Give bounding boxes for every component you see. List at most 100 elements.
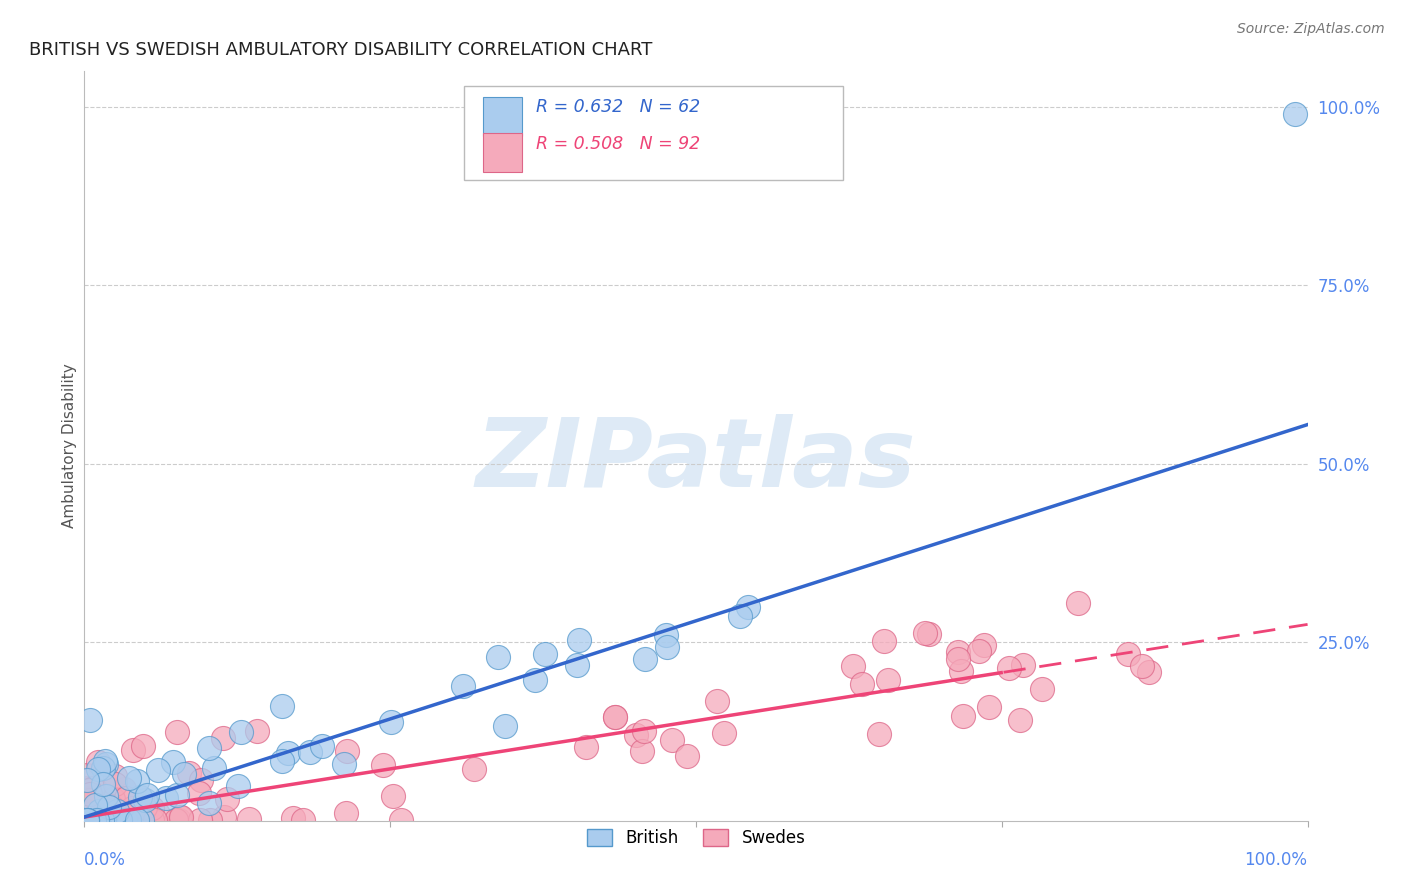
Point	[676, 748, 699, 763]
Point	[281, 811, 304, 825]
Point	[291, 813, 314, 827]
Point	[851, 676, 873, 690]
Point	[167, 813, 190, 827]
Text: 0.0%: 0.0%	[84, 851, 127, 869]
Point	[93, 813, 115, 827]
Point	[105, 804, 128, 818]
Point	[98, 799, 121, 814]
Point	[91, 762, 114, 776]
Point	[1067, 596, 1090, 610]
Point	[146, 763, 169, 777]
Point	[382, 789, 405, 804]
Point	[134, 792, 156, 806]
Point	[166, 724, 188, 739]
Point	[135, 788, 157, 802]
Point	[87, 789, 110, 803]
Point	[1008, 713, 1031, 727]
Point	[94, 754, 117, 768]
Point	[101, 803, 124, 817]
Point	[946, 645, 969, 659]
Point	[952, 709, 974, 723]
Point	[101, 801, 124, 815]
Text: R = 0.632   N = 62: R = 0.632 N = 62	[536, 97, 700, 116]
Point	[631, 744, 654, 758]
Point	[86, 799, 108, 814]
Point	[973, 638, 995, 652]
Point	[533, 647, 555, 661]
Text: BRITISH VS SWEDISH AMBULATORY DISABILITY CORRELATION CHART: BRITISH VS SWEDISH AMBULATORY DISABILITY…	[30, 41, 652, 59]
Point	[997, 660, 1019, 674]
Point	[1116, 647, 1139, 661]
Point	[277, 747, 299, 761]
Point	[79, 813, 101, 827]
Point	[143, 813, 166, 827]
Point	[83, 813, 105, 827]
Point	[101, 791, 124, 805]
Point	[605, 710, 627, 724]
Point	[177, 766, 200, 780]
Text: Source: ZipAtlas.com: Source: ZipAtlas.com	[1237, 22, 1385, 37]
Point	[217, 791, 239, 805]
Point	[198, 741, 221, 756]
Point	[170, 810, 193, 824]
Point	[173, 767, 195, 781]
Point	[141, 813, 163, 827]
Point	[166, 788, 188, 802]
Point	[950, 664, 973, 678]
Point	[107, 807, 129, 822]
Point	[114, 813, 136, 827]
Text: 100.0%: 100.0%	[1244, 851, 1308, 869]
Point	[118, 813, 141, 827]
Point	[121, 801, 143, 815]
Point	[104, 769, 127, 783]
Point	[202, 761, 225, 775]
Point	[246, 723, 269, 738]
Point	[83, 813, 105, 827]
Point	[122, 813, 145, 827]
Point	[728, 609, 751, 624]
Point	[212, 810, 235, 824]
Point	[634, 652, 657, 666]
Point	[104, 777, 127, 791]
Point	[603, 710, 626, 724]
Point	[946, 651, 969, 665]
Point	[118, 771, 141, 785]
Point	[127, 813, 149, 827]
Point	[624, 728, 647, 742]
Point	[112, 781, 135, 796]
Point	[125, 773, 148, 788]
Point	[87, 762, 110, 776]
Point	[187, 786, 209, 800]
Point	[655, 628, 678, 642]
Point	[93, 813, 115, 827]
Point	[868, 726, 890, 740]
Point	[633, 724, 655, 739]
Point	[86, 813, 108, 827]
Point	[311, 739, 333, 754]
Point	[131, 813, 153, 827]
Point	[94, 789, 117, 803]
Point	[1284, 107, 1306, 121]
Point	[84, 798, 107, 813]
Point	[146, 806, 169, 821]
Point	[494, 719, 516, 733]
Point	[451, 679, 474, 693]
Point	[190, 773, 212, 788]
Text: ZIPatlas: ZIPatlas	[475, 415, 917, 508]
Point	[86, 813, 108, 827]
FancyBboxPatch shape	[484, 97, 522, 136]
Point	[841, 659, 863, 673]
Point	[299, 745, 322, 759]
Point	[1137, 665, 1160, 680]
FancyBboxPatch shape	[484, 133, 522, 172]
Point	[463, 762, 485, 776]
Point	[1012, 657, 1035, 672]
Point	[335, 805, 357, 820]
Point	[271, 699, 294, 714]
Point	[105, 809, 128, 823]
Point	[82, 813, 104, 827]
Point	[657, 640, 679, 654]
Point	[94, 756, 117, 771]
Point	[77, 783, 100, 797]
Point	[226, 780, 249, 794]
